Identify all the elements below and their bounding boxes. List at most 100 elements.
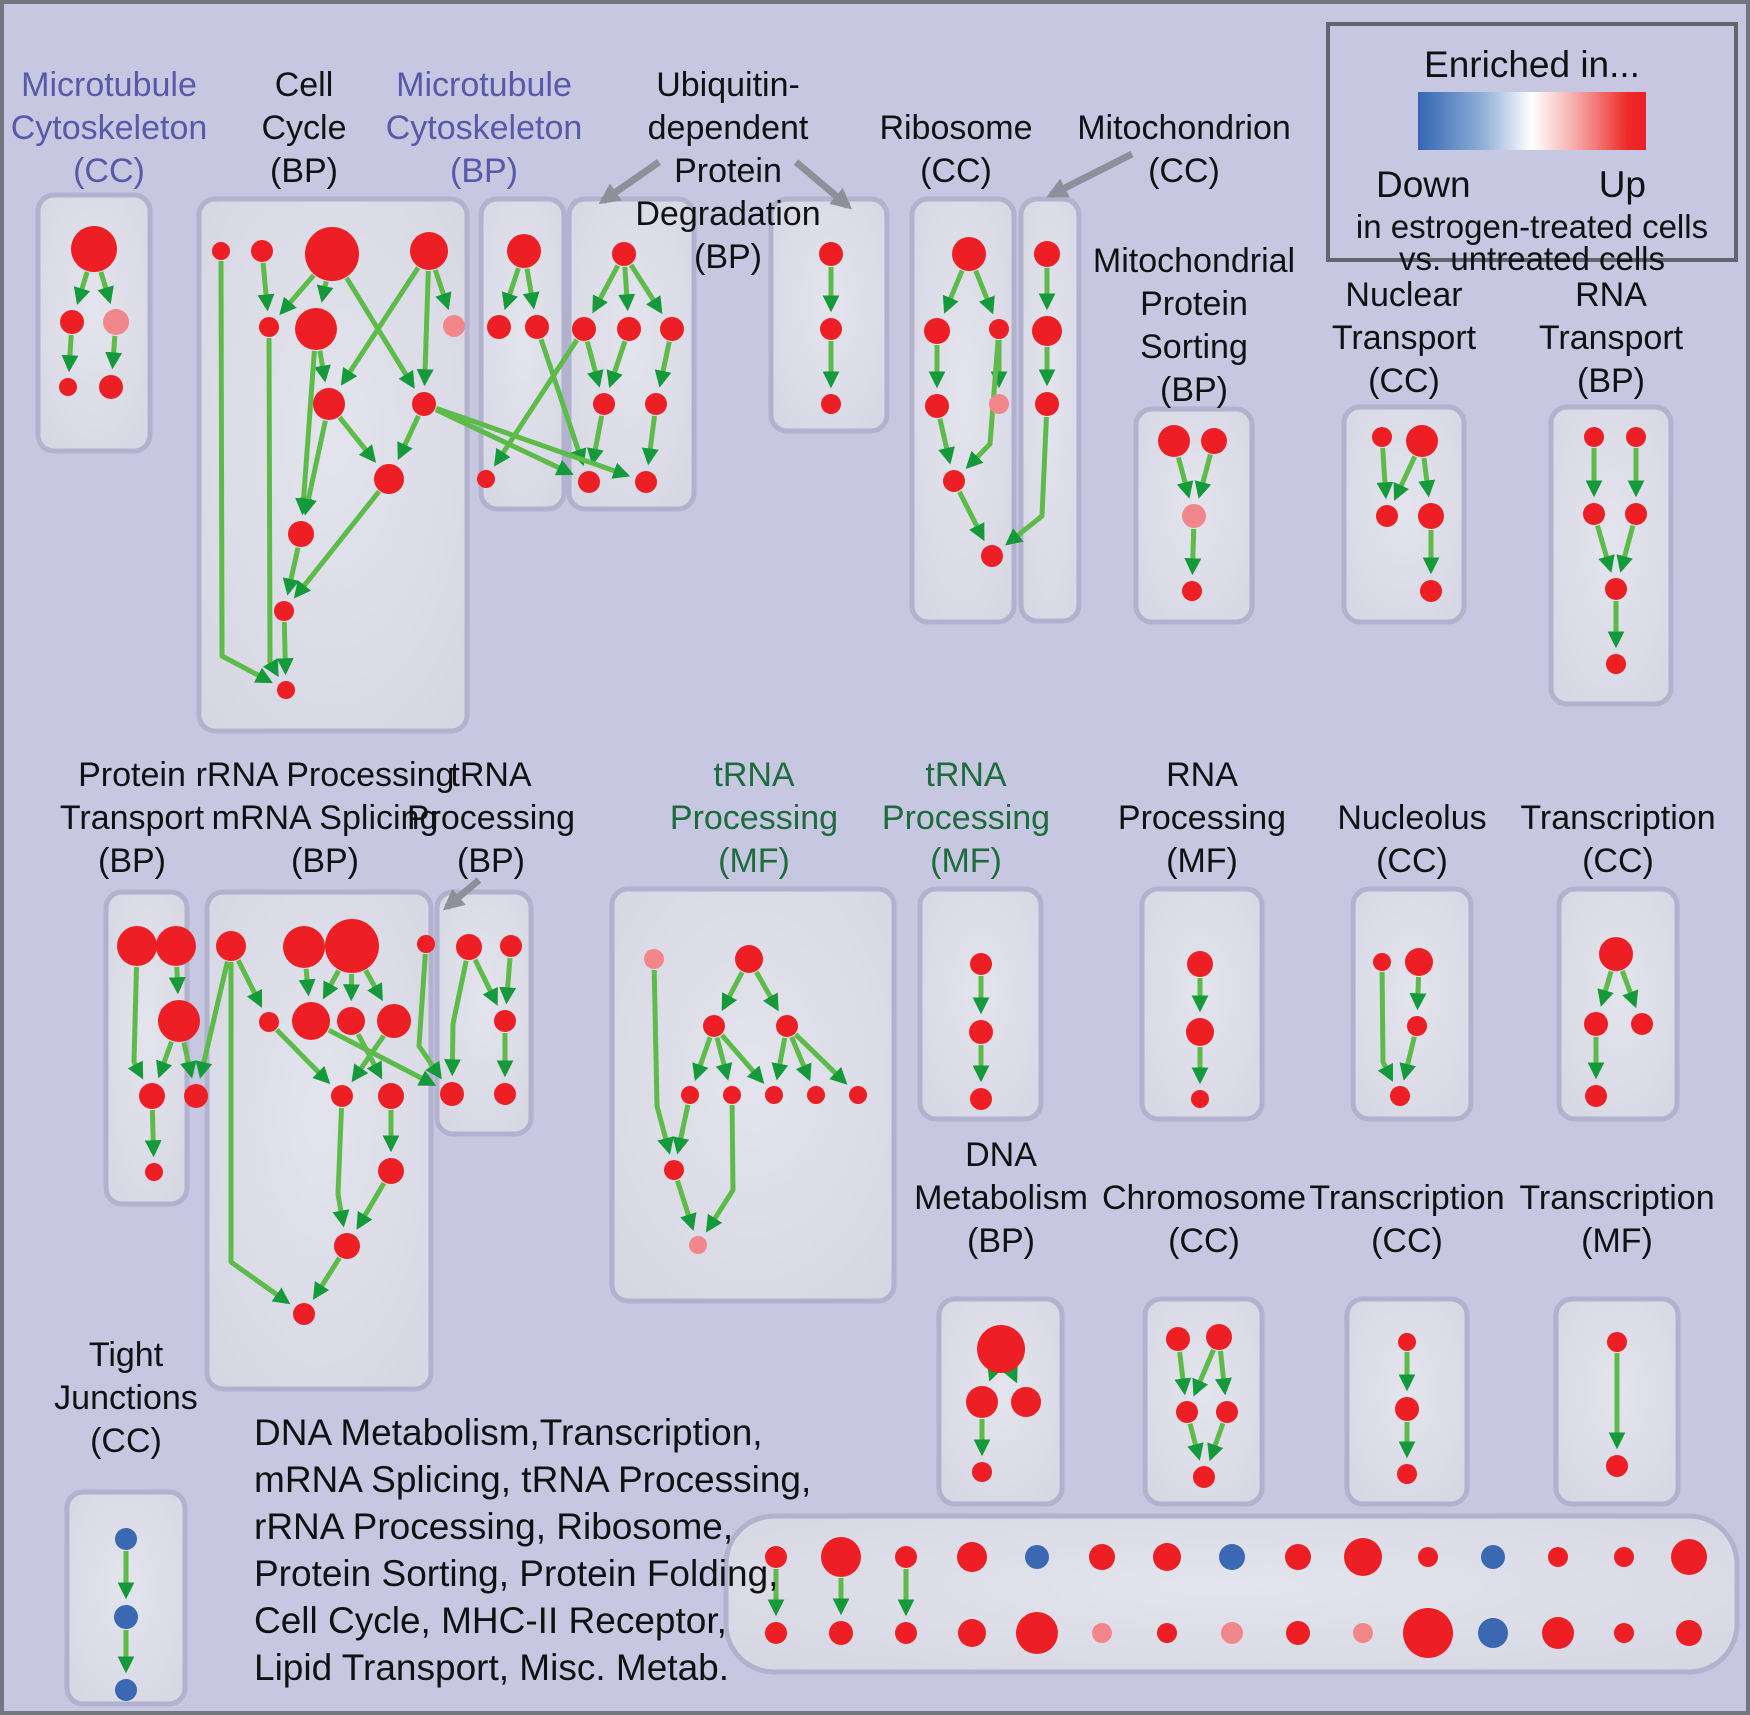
go-term-node bbox=[115, 1679, 137, 1701]
go-term-node bbox=[337, 1007, 365, 1035]
enrichment-edge bbox=[432, 269, 452, 311]
cluster-label: (CC) bbox=[1582, 842, 1654, 880]
go-term-node bbox=[216, 931, 246, 961]
go-term-node bbox=[970, 953, 992, 975]
legend-context-line2: vs. untreated cells bbox=[1399, 240, 1665, 277]
enrichment-edge bbox=[73, 271, 91, 305]
go-term-node bbox=[977, 1325, 1025, 1373]
enrichment-edge bbox=[675, 1179, 697, 1231]
cluster-label: Transcription bbox=[1519, 1179, 1714, 1217]
go-term-node bbox=[703, 1015, 725, 1037]
go-term-node bbox=[378, 1083, 404, 1109]
cluster-label: (CC) bbox=[1168, 1222, 1240, 1260]
go-term-node bbox=[1201, 428, 1227, 454]
cluster-label: Transcription bbox=[1520, 799, 1715, 837]
go-term-node bbox=[972, 1462, 992, 1482]
legend-panel: Enriched in... Down Up in estrogen-treat… bbox=[1326, 22, 1738, 277]
unclustered-terms-line: Lipid Transport, Misc. Metab. bbox=[254, 1647, 730, 1688]
cluster-label: (CC) bbox=[1148, 152, 1220, 190]
go-term-node bbox=[1166, 1327, 1190, 1351]
cluster-label: Transcription bbox=[1309, 1179, 1504, 1217]
go-term-node bbox=[1182, 504, 1206, 528]
go-term-node bbox=[59, 378, 77, 396]
enrichment-edge bbox=[276, 621, 294, 676]
cluster-label: Nuclear bbox=[1345, 276, 1462, 314]
label-pointer-arrow bbox=[598, 159, 662, 205]
enrichment-edge bbox=[316, 280, 334, 303]
go-term-node bbox=[925, 394, 949, 418]
go-term-node bbox=[288, 521, 314, 547]
enrichment-edge bbox=[355, 1033, 383, 1080]
go-term-node bbox=[292, 1002, 330, 1040]
cluster-label: Processing bbox=[882, 799, 1050, 837]
go-term-node bbox=[103, 309, 129, 335]
matrix-node bbox=[1153, 1543, 1181, 1571]
enrichment-edge bbox=[641, 415, 659, 466]
go-term-node bbox=[374, 464, 404, 494]
go-term-node bbox=[1390, 1086, 1410, 1106]
go-term-node bbox=[494, 1010, 516, 1032]
cluster-box-misc-matrix bbox=[723, 1513, 1740, 1675]
cluster-label: tRNA bbox=[925, 756, 1007, 794]
enrichment-edge bbox=[721, 971, 745, 1012]
go-term-node bbox=[456, 934, 482, 960]
go-term-node bbox=[617, 317, 641, 341]
unclustered-terms-line: Cell Cycle, MHC-II Receptor, bbox=[254, 1600, 727, 1641]
go-term-node bbox=[1187, 951, 1213, 977]
enrichment-edge bbox=[584, 340, 604, 388]
go-term-node bbox=[1605, 578, 1627, 600]
go-term-node bbox=[765, 1086, 783, 1104]
cluster-label: RNA bbox=[1166, 756, 1238, 794]
enrichment-edge bbox=[965, 339, 1001, 469]
go-term-node bbox=[924, 318, 950, 344]
enrichment-edge bbox=[218, 260, 273, 684]
go-term-node bbox=[417, 935, 435, 953]
go-term-node bbox=[295, 308, 337, 350]
matrix-node bbox=[895, 1546, 917, 1568]
go-term-node bbox=[443, 315, 465, 337]
go-term-node bbox=[1372, 427, 1392, 447]
unclustered-terms-line: DNA Metabolism,Transcription, bbox=[254, 1412, 763, 1453]
enrichment-edge bbox=[771, 1037, 789, 1081]
cluster-label: (MF) bbox=[718, 842, 790, 880]
go-term-node bbox=[1606, 1455, 1628, 1477]
cluster-label: (CC) bbox=[1371, 1222, 1443, 1260]
enrichment-edge bbox=[1174, 1351, 1192, 1396]
go-term-node bbox=[525, 315, 549, 339]
enrichment-edge bbox=[1619, 970, 1639, 1009]
cluster-label: (BP) bbox=[98, 842, 166, 880]
go-term-node bbox=[1191, 1090, 1209, 1108]
matrix-node bbox=[1286, 1621, 1310, 1645]
go-term-node bbox=[966, 1386, 998, 1418]
enrichment-edge bbox=[397, 414, 421, 461]
go-term-node bbox=[158, 1000, 200, 1042]
go-term-node bbox=[184, 1084, 208, 1108]
go-term-node bbox=[1631, 1013, 1653, 1035]
cluster-box-ubiquitin-chain bbox=[768, 196, 890, 434]
cluster-label: (CC) bbox=[1376, 842, 1448, 880]
matrix-node bbox=[765, 1546, 787, 1568]
enrichment-edge bbox=[651, 969, 674, 1155]
go-term-node bbox=[1034, 241, 1060, 267]
enrichment-edge bbox=[714, 1036, 733, 1081]
matrix-node bbox=[1614, 1623, 1634, 1643]
enrichment-edge bbox=[1207, 1422, 1226, 1462]
go-term-node bbox=[1606, 654, 1626, 674]
go-term-node bbox=[1583, 503, 1605, 525]
enrichment-edge bbox=[1005, 416, 1049, 546]
go-term-node bbox=[212, 242, 230, 260]
go-term-node bbox=[660, 317, 684, 341]
enrichment-edge bbox=[472, 958, 499, 1006]
matrix-node bbox=[1025, 1545, 1049, 1569]
enrichment-edge bbox=[1192, 1348, 1216, 1397]
go-term-node bbox=[689, 1236, 707, 1254]
go-term-node bbox=[259, 317, 279, 337]
go-term-node bbox=[1405, 948, 1433, 976]
cluster-label: dependent bbox=[648, 109, 809, 147]
matrix-node bbox=[957, 1542, 987, 1572]
go-term-node bbox=[776, 1015, 798, 1037]
legend-up-label: Up bbox=[1598, 164, 1646, 205]
go-term-node bbox=[378, 1158, 404, 1184]
go-term-node bbox=[251, 240, 273, 262]
go-term-node bbox=[807, 1086, 825, 1104]
